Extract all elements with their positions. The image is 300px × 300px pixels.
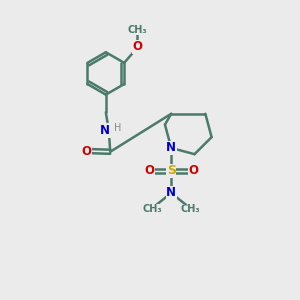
Text: H: H xyxy=(114,123,121,133)
Text: O: O xyxy=(144,164,154,177)
Text: S: S xyxy=(167,164,176,177)
Text: O: O xyxy=(188,164,198,177)
Text: CH₃: CH₃ xyxy=(142,205,162,214)
Text: N: N xyxy=(166,187,176,200)
Text: N: N xyxy=(100,124,110,137)
Text: CH₃: CH₃ xyxy=(128,25,147,35)
Text: N: N xyxy=(166,141,176,154)
Text: CH₃: CH₃ xyxy=(181,205,200,214)
Text: O: O xyxy=(132,40,142,53)
Text: O: O xyxy=(82,145,92,158)
